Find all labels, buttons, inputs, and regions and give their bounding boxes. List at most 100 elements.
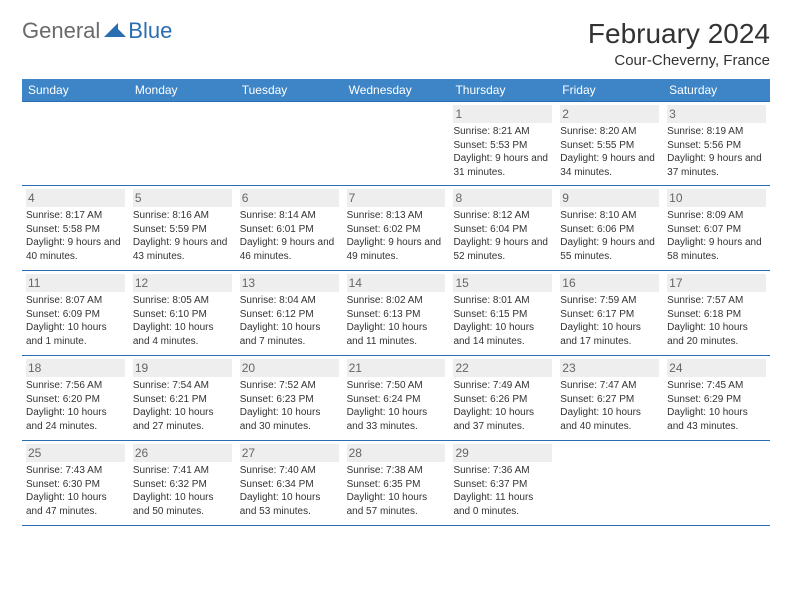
- day-number: 4: [26, 189, 125, 207]
- day-info: Sunrise: 7:50 AMSunset: 6:24 PMDaylight:…: [347, 379, 446, 433]
- day-cell: 27Sunrise: 7:40 AMSunset: 6:34 PMDayligh…: [236, 441, 343, 525]
- day-cell: 17 Sunrise: 7:57 AMSunset: 6:18 PMDayligh…: [663, 271, 770, 355]
- day-cell: 7 Sunrise: 8:13 AMSunset: 6:02 PMDaylight…: [343, 186, 450, 270]
- day-number: 11: [26, 274, 125, 292]
- day-info: Sunrise: 7:54 AMSunset: 6:21 PMDaylight:…: [133, 379, 232, 433]
- day-number: 16: [560, 274, 659, 292]
- day-info: Sunrise: 7:49 AMSunset: 6:26 PMDaylight:…: [453, 379, 552, 433]
- day-info: Sunrise: 8:09 AMSunset: 6:07 PMDaylight:…: [667, 209, 766, 263]
- weeks-container: 1 Sunrise: 8:21 AMSunset: 5:53 PMDaylight…: [22, 101, 770, 526]
- day-info: Sunrise: 7:59 AMSunset: 6:17 PMDaylight:…: [560, 294, 659, 348]
- week-row: 11 Sunrise: 8:07 AMSunset: 6:09 PMDayligh…: [22, 271, 770, 356]
- day-info: Sunrise: 7:45 AMSunset: 6:29 PMDaylight:…: [667, 379, 766, 433]
- day-info: Sunrise: 8:16 AMSunset: 5:59 PMDaylight:…: [133, 209, 232, 263]
- week-row: 4 Sunrise: 8:17 AMSunset: 5:58 PMDaylight…: [22, 186, 770, 271]
- day-cell: 22Sunrise: 7:49 AMSunset: 6:26 PMDayligh…: [449, 356, 556, 440]
- day-info: Sunrise: 7:52 AMSunset: 6:23 PMDaylight:…: [240, 379, 339, 433]
- day-info: Sunrise: 7:57 AMSunset: 6:18 PMDaylight:…: [667, 294, 766, 348]
- day-cell: 29 Sunrise: 7:36 AMSunset: 6:37 PMDayligh…: [449, 441, 556, 525]
- day-cell: 23 Sunrise: 7:47 AMSunset: 6:27 PMDayligh…: [556, 356, 663, 440]
- day-number: 9: [560, 189, 659, 207]
- day-info: Sunrise: 7:38 AMSunset: 6:35 PMDaylight:…: [347, 464, 446, 518]
- day-number: 24: [667, 359, 766, 377]
- day-cell: 15 Sunrise: 8:01 AMSunset: 6:15 PMDayligh…: [449, 271, 556, 355]
- day-number: 21: [347, 359, 446, 377]
- calendar: SundayMondayTuesdayWednesdayThursdayFrid…: [22, 79, 770, 526]
- day-number: 1: [453, 105, 552, 123]
- day-cell: 14 Sunrise: 8:02 AMSunset: 6:13 PMDayligh…: [343, 271, 450, 355]
- day-cell: 16 Sunrise: 7:59 AMSunset: 6:17 PMDayligh…: [556, 271, 663, 355]
- day-number: 19: [133, 359, 232, 377]
- day-cell: 24 Sunrise: 7:45 AMSunset: 6:29 PMDayligh…: [663, 356, 770, 440]
- week-row: 18 Sunrise: 7:56 AMSunset: 6:20 PMDayligh…: [22, 356, 770, 441]
- day-cell: 26Sunrise: 7:41 AMSunset: 6:32 PMDayligh…: [129, 441, 236, 525]
- day-info: Sunrise: 8:17 AMSunset: 5:58 PMDaylight:…: [26, 209, 125, 263]
- day-info: Sunrise: 8:10 AMSunset: 6:06 PMDaylight:…: [560, 209, 659, 263]
- dow-cell: Wednesday: [343, 79, 450, 101]
- day-cell: 2 Sunrise: 8:20 AMSunset: 5:55 PMDaylight…: [556, 102, 663, 185]
- dow-cell: Tuesday: [236, 79, 343, 101]
- day-info: Sunrise: 8:04 AMSunset: 6:12 PMDaylight:…: [240, 294, 339, 348]
- logo-text-general: General: [22, 18, 100, 44]
- day-of-week-header: SundayMondayTuesdayWednesdayThursdayFrid…: [22, 79, 770, 101]
- empty-cell: [343, 102, 450, 185]
- day-number: 6: [240, 189, 339, 207]
- day-cell: 1 Sunrise: 8:21 AMSunset: 5:53 PMDaylight…: [449, 102, 556, 185]
- day-cell: 21 Sunrise: 7:50 AMSunset: 6:24 PMDayligh…: [343, 356, 450, 440]
- day-number: 3: [667, 105, 766, 123]
- day-number: 18: [26, 359, 125, 377]
- day-cell: 6 Sunrise: 8:14 AMSunset: 6:01 PMDaylight…: [236, 186, 343, 270]
- day-cell: 20Sunrise: 7:52 AMSunset: 6:23 PMDayligh…: [236, 356, 343, 440]
- day-cell: 13 Sunrise: 8:04 AMSunset: 6:12 PMDayligh…: [236, 271, 343, 355]
- day-number: 2: [560, 105, 659, 123]
- month-title: February 2024: [588, 18, 770, 50]
- day-info: Sunrise: 8:07 AMSunset: 6:09 PMDaylight:…: [26, 294, 125, 348]
- day-info: Sunrise: 7:43 AMSunset: 6:30 PMDaylight:…: [26, 464, 125, 518]
- day-info: Sunrise: 7:36 AMSunset: 6:37 PMDaylight:…: [453, 464, 552, 518]
- day-info: Sunrise: 8:02 AMSunset: 6:13 PMDaylight:…: [347, 294, 446, 348]
- week-row: 1 Sunrise: 8:21 AMSunset: 5:53 PMDaylight…: [22, 101, 770, 186]
- day-cell: 25Sunrise: 7:43 AMSunset: 6:30 PMDayligh…: [22, 441, 129, 525]
- location: Cour-Cheverny, France: [588, 52, 770, 69]
- day-cell: 12Sunrise: 8:05 AMSunset: 6:10 PMDayligh…: [129, 271, 236, 355]
- day-number: 8: [453, 189, 552, 207]
- dow-cell: Sunday: [22, 79, 129, 101]
- day-number: 23: [560, 359, 659, 377]
- day-info: Sunrise: 8:14 AMSunset: 6:01 PMDaylight:…: [240, 209, 339, 263]
- logo-text-blue: Blue: [128, 18, 172, 44]
- day-number: 12: [133, 274, 232, 292]
- day-cell: 19 Sunrise: 7:54 AMSunset: 6:21 PMDayligh…: [129, 356, 236, 440]
- day-cell: 11 Sunrise: 8:07 AMSunset: 6:09 PMDayligh…: [22, 271, 129, 355]
- dow-cell: Saturday: [663, 79, 770, 101]
- day-number: 7: [347, 189, 446, 207]
- dow-cell: Thursday: [449, 79, 556, 101]
- day-info: Sunrise: 8:12 AMSunset: 6:04 PMDaylight:…: [453, 209, 552, 263]
- empty-cell: [236, 102, 343, 185]
- day-info: Sunrise: 7:41 AMSunset: 6:32 PMDaylight:…: [133, 464, 232, 518]
- day-number: 13: [240, 274, 339, 292]
- day-cell: 9 Sunrise: 8:10 AMSunset: 6:06 PMDaylight…: [556, 186, 663, 270]
- day-info: Sunrise: 8:20 AMSunset: 5:55 PMDaylight:…: [560, 125, 659, 179]
- day-number: 17: [667, 274, 766, 292]
- day-number: 5: [133, 189, 232, 207]
- day-number: 15: [453, 274, 552, 292]
- day-number: 14: [347, 274, 446, 292]
- day-info: Sunrise: 7:56 AMSunset: 6:20 PMDaylight:…: [26, 379, 125, 433]
- empty-cell: [663, 441, 770, 525]
- day-info: Sunrise: 8:21 AMSunset: 5:53 PMDaylight:…: [453, 125, 552, 179]
- day-number: 29: [453, 444, 552, 462]
- day-cell: 28 Sunrise: 7:38 AMSunset: 6:35 PMDayligh…: [343, 441, 450, 525]
- day-cell: 3Sunrise: 8:19 AMSunset: 5:56 PMDaylight…: [663, 102, 770, 185]
- logo-triangle-icon: [104, 20, 126, 43]
- day-cell: 8 Sunrise: 8:12 AMSunset: 6:04 PMDaylight…: [449, 186, 556, 270]
- header: General Blue February 2024 Cour-Cheverny…: [22, 18, 770, 69]
- empty-cell: [129, 102, 236, 185]
- empty-cell: [556, 441, 663, 525]
- day-number: 28: [347, 444, 446, 462]
- day-info: Sunrise: 7:47 AMSunset: 6:27 PMDaylight:…: [560, 379, 659, 433]
- dow-cell: Monday: [129, 79, 236, 101]
- day-info: Sunrise: 8:13 AMSunset: 6:02 PMDaylight:…: [347, 209, 446, 263]
- logo: General Blue: [22, 18, 172, 44]
- day-info: Sunrise: 8:01 AMSunset: 6:15 PMDaylight:…: [453, 294, 552, 348]
- title-block: February 2024 Cour-Cheverny, France: [588, 18, 770, 69]
